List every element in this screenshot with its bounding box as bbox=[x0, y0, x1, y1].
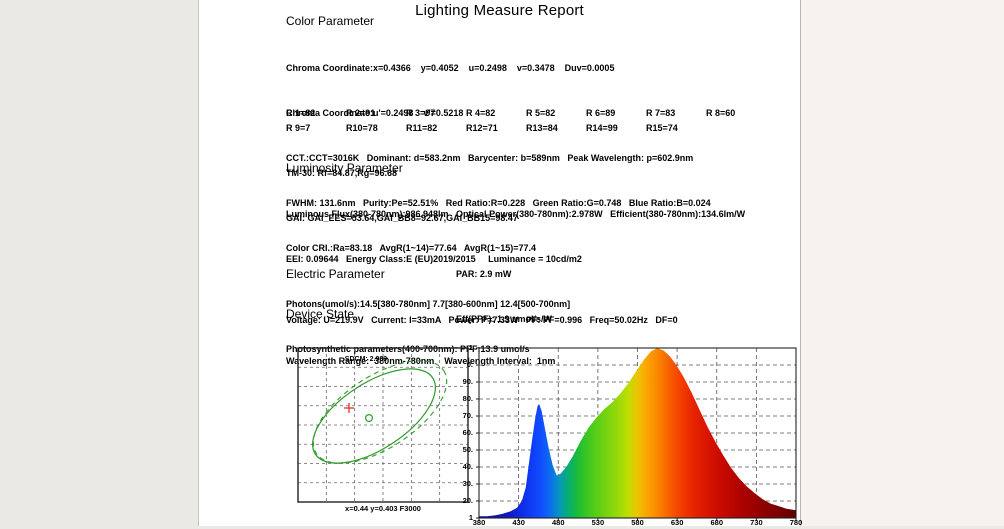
section-heading-device: Device State bbox=[286, 307, 355, 321]
section-heading-color: Color Parameter bbox=[286, 14, 375, 28]
measured-point-cross-icon bbox=[344, 403, 354, 413]
luminous-flux-line: Luminous Flux(380-780nm):986.948lm Optic… bbox=[286, 209, 746, 219]
x-tick-label: 480 bbox=[551, 518, 565, 527]
spd-border bbox=[478, 347, 797, 519]
x-tick-label: 730 bbox=[750, 518, 763, 527]
chromaticity-border bbox=[297, 347, 469, 503]
cri-cell: R 1=82 bbox=[286, 108, 316, 118]
photosynthetic-sub-lines: PAR: 2.9 mW Eff(PPF): 1.9 umol/s/W bbox=[456, 237, 552, 357]
sdcm-inner-solid-ellipse bbox=[312, 368, 436, 464]
spd-chart bbox=[476, 347, 797, 521]
x-tick-label: 630 bbox=[670, 518, 684, 527]
cct-line: CCT.:CCT=3016K Dominant: d=583.2nm Baryc… bbox=[286, 153, 694, 163]
cri-cell: R13=84 bbox=[526, 123, 558, 133]
color-extra-lines: TM-30: Rf=84.87,Rg=96.68 GAI: GAI_EES=53… bbox=[286, 136, 518, 256]
y-tick-label: 60. bbox=[462, 428, 473, 437]
ellipse-center-marker-icon bbox=[364, 413, 373, 422]
cri-cell: R 2=91 bbox=[346, 108, 376, 118]
y-tick-label: 0. bbox=[466, 360, 473, 369]
section-heading-luminosity: Luminosity Parameter bbox=[286, 161, 403, 175]
eff-ppf-line: Eff(PPF): 1.9 umol/s/W bbox=[456, 314, 553, 324]
chroma-coordinate-line: Chroma Coordinate:x=0.4366 y=0.4052 u=0.… bbox=[286, 63, 615, 73]
cri-cell: R 6=89 bbox=[586, 108, 616, 118]
report-page: Lighting Measure Report Color Parameter … bbox=[198, 0, 803, 529]
electric-lines: Voltage: U=219.9V Current: I=33mA Power:… bbox=[286, 283, 678, 358]
x-tick-label: 780 bbox=[789, 518, 803, 527]
cri-cell: R14=99 bbox=[586, 123, 618, 133]
cri-cell: R15=74 bbox=[646, 123, 678, 133]
cri-cell: R 4=82 bbox=[466, 108, 496, 118]
fwhm-line: FWHM: 131.6nm Purity:Pe=52.51% Red Ratio… bbox=[286, 198, 711, 208]
chromaticity-gridlines bbox=[298, 348, 468, 502]
spd-y-axis-labels: 1 0. 90. 80. 70. 60. 50. 40. 30. 20. 1 bbox=[451, 344, 476, 522]
y-tick-label: 40. bbox=[462, 462, 473, 471]
par-line: PAR: 2.9 mW bbox=[456, 269, 512, 279]
cri-cell: R 8=60 bbox=[706, 108, 736, 118]
x-tick-label: 530 bbox=[591, 518, 605, 527]
x-tick-label: 430 bbox=[512, 518, 525, 527]
cri-cell: R 7=83 bbox=[646, 108, 676, 118]
y-tick-label: 20. bbox=[462, 496, 473, 505]
chroma-coordinate-uv-line: Chroma Coordinate:u'=0.2498 v'=0.5218 bbox=[286, 108, 464, 118]
cri-cell: R 9=7 bbox=[286, 123, 311, 133]
gai-line: GAI: GAI_EES=53.64,GAI_BB8=92.67,GAI_BB1… bbox=[286, 213, 518, 223]
cri-cell: R12=71 bbox=[466, 123, 498, 133]
cri-cell: R 5=82 bbox=[526, 108, 556, 118]
x-tick-label: 580 bbox=[631, 518, 644, 527]
sdcm-value-label: SDCM: 2.989 bbox=[345, 356, 388, 363]
chromaticity-svg: SDCM: 2.989 bbox=[297, 347, 469, 503]
chromaticity-chart: SDCM: 2.989 bbox=[297, 347, 469, 503]
spd-svg bbox=[476, 347, 797, 521]
cri-summary-line: Color CRI.:Ra=83.18 AvgR(1~14)=77.64 Avg… bbox=[286, 243, 537, 253]
eei-line: EEI: 0.09644 Energy Class:E (EU)2019/201… bbox=[286, 254, 582, 264]
cri-cell: R10=78 bbox=[346, 123, 378, 133]
spd-x-axis-labels: 380 430 480 530 580 630 680 730 780 bbox=[473, 518, 803, 529]
x-tick-label: 680 bbox=[710, 518, 723, 527]
y-tick-label: 70. bbox=[462, 411, 473, 420]
wavelength-range-line: Wavelength Range: 380nm-780nm Wavelength… bbox=[286, 356, 556, 366]
cri-row-1: R 1=82 R 2=91 R 3=97 R 4=82 R 5=82 R 6=89 R 7=… bbox=[286, 106, 766, 121]
luminosity-lines: Luminous Flux(380-780nm):986.948lm Optic… bbox=[286, 177, 745, 387]
spd-spectrum-area bbox=[479, 348, 796, 518]
cri-row-2: R 9=7 R10=78 R11=82 R12=71 R13=84 R14=99 R15=7… bbox=[286, 121, 766, 136]
photons-line: Photons(umol/s):14.5[380-780nm] 7.7[380-… bbox=[286, 299, 571, 309]
y-tick-label: 1 bbox=[468, 343, 473, 352]
x-tick-label: 380 bbox=[472, 518, 486, 527]
sdcm-outer-dashed-ellipse bbox=[312, 360, 448, 464]
chromaticity-caption: x=0.44 y=0.403 F3000 bbox=[345, 504, 421, 513]
cri-cell: R 3=97 bbox=[406, 108, 436, 118]
y-tick-label: 90. bbox=[462, 377, 473, 386]
y-tick-label: 30. bbox=[462, 479, 473, 488]
y-tick-label: 50. bbox=[462, 445, 473, 454]
section-heading-electric: Electric Parameter bbox=[286, 267, 385, 281]
y-tick-label: 1 bbox=[468, 513, 473, 522]
background-right bbox=[801, 0, 1004, 526]
y-tick-label: 80. bbox=[462, 394, 473, 403]
cri-cell: R11=82 bbox=[406, 123, 438, 133]
color-parameter-lines: Chroma Coordinate:x=0.4366 y=0.4052 u=0.… bbox=[286, 31, 711, 286]
voltage-line: Voltage: U=219.9V Current: I=33mA Power:… bbox=[286, 315, 678, 325]
tm30-line: TM-30: Rf=84.87,Rg=96.68 bbox=[286, 168, 398, 178]
device-lines: Wavelength Range: 380nm-780nm Wavelength… bbox=[286, 324, 555, 399]
page-title: Lighting Measure Report bbox=[415, 2, 584, 19]
